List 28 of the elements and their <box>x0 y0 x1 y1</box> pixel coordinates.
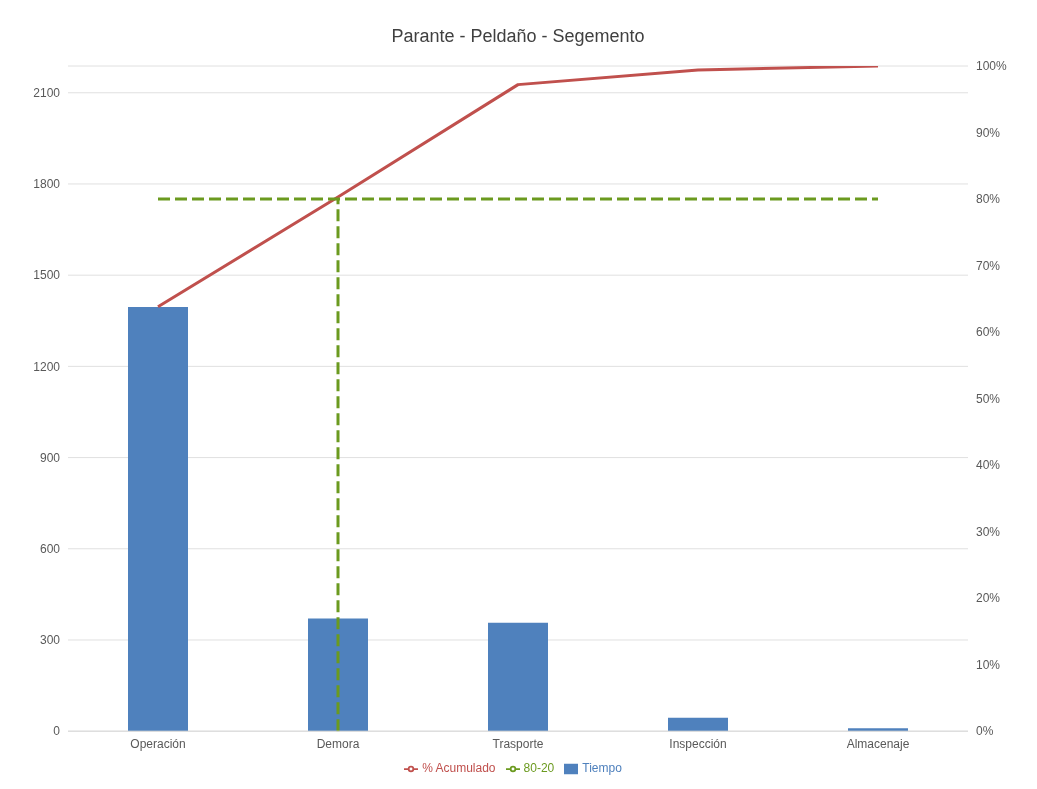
y2-tick-label: 30% <box>976 524 1001 539</box>
x-tick-label: Almacenaje <box>846 736 910 751</box>
y-tick-label: 600 <box>39 542 61 557</box>
legend-label: % Acumulado <box>422 761 496 776</box>
y2-tick-label: 80% <box>976 192 1001 207</box>
y2-tick-label: 50% <box>976 391 1001 406</box>
y-tick-label: 300 <box>39 633 61 648</box>
y-tick-label: 2100 <box>33 86 61 101</box>
y2-tick-label: 100% <box>976 59 1008 74</box>
y2-tick-label: 10% <box>976 657 1001 672</box>
y-tick-label: 1500 <box>33 268 61 283</box>
y-tick-label: 1200 <box>33 359 61 374</box>
y-tick-label: 0 <box>53 724 61 739</box>
y2-tick-label: 40% <box>976 458 1001 473</box>
y2-tick-label: 60% <box>976 325 1001 340</box>
y2-tick-label: 20% <box>976 591 1001 606</box>
chart-title: Parante - Peldaño - Segemento <box>390 25 646 48</box>
x-tick-label: Trasporte <box>492 736 544 751</box>
y2-tick-label: 70% <box>976 258 1001 273</box>
x-tick-label: Inspección <box>669 736 727 751</box>
y2-tick-label: 0% <box>976 724 994 739</box>
y2-tick-label: 90% <box>976 125 1001 140</box>
x-tick-label: Operación <box>130 736 186 751</box>
x-tick-label: Demora <box>316 736 360 751</box>
legend-label: Tiempo <box>582 761 622 776</box>
y-tick-label: 900 <box>39 450 61 465</box>
y-tick-label: 1800 <box>33 177 61 192</box>
legend-label: 80-20 <box>523 761 555 776</box>
